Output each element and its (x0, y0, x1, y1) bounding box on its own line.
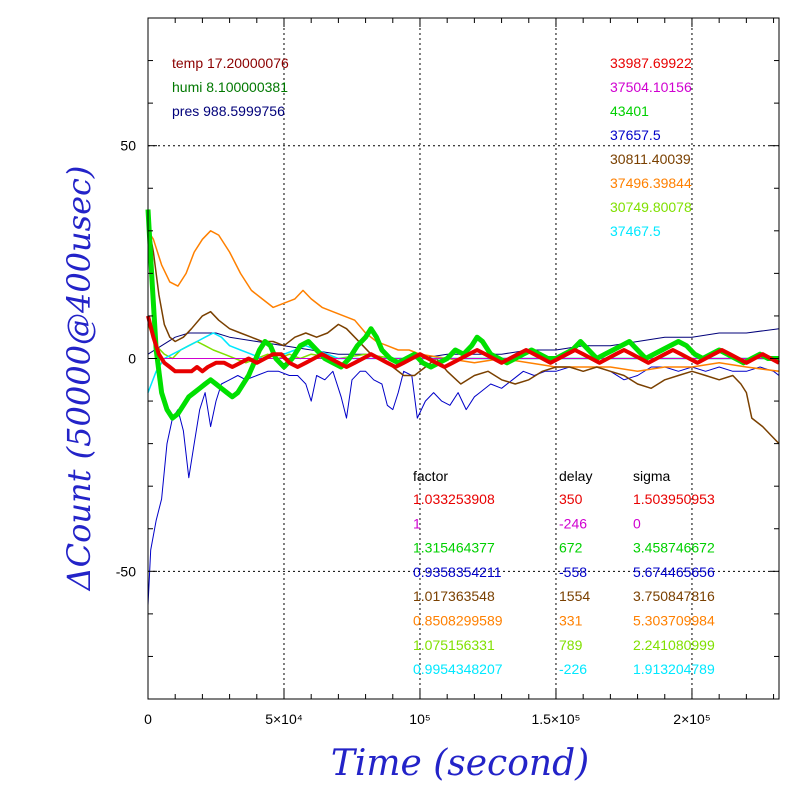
axis-ticks (147, 17, 779, 700)
x-tick-label: 1.5×10⁵ (531, 711, 580, 727)
table-cell: 0.9954348207 (413, 661, 503, 677)
x-tick-label: 0 (144, 711, 152, 727)
table-cell: 3.750847816 (633, 588, 715, 604)
env-reading: pres 988.5999756 (172, 103, 285, 119)
series-value: 37504.10156 (610, 79, 692, 95)
x-tick-label: 5×10⁴ (265, 711, 303, 727)
table-cell: -226 (559, 661, 587, 677)
series-line (145, 209, 779, 421)
y-tick-label: 50 (120, 138, 136, 154)
table-cell: 1.075156331 (413, 637, 495, 653)
series-line (146, 315, 780, 374)
env-reading: humi 8.100000381 (172, 79, 288, 95)
table-cell: 2.241080999 (633, 637, 715, 653)
table-cell: 3.458746672 (633, 540, 715, 556)
series-line (147, 366, 780, 606)
table-cell: 331 (559, 613, 583, 629)
table-header: factor (413, 468, 448, 484)
series-value: 37496.39844 (610, 175, 692, 191)
table-cell: 1.503950953 (633, 491, 715, 507)
table-cell: 1554 (559, 588, 590, 604)
y-axis-title: ΔCount (50000@400usec) (60, 166, 98, 593)
series-value: 43401 (610, 103, 649, 119)
x-tick-label: 10⁵ (409, 711, 430, 727)
table-cell: 1.033253908 (413, 491, 495, 507)
table-cell: 0.9358354211 (413, 564, 502, 580)
table-cell: 1.913204789 (633, 661, 715, 677)
table-cell: 350 (559, 491, 583, 507)
series-line (147, 222, 780, 445)
series-line (147, 230, 780, 373)
series-value: 37467.5 (610, 223, 661, 239)
x-tick-label: 2×10⁵ (673, 711, 710, 727)
table-header: sigma (633, 468, 671, 484)
series-value: 33987.69922 (610, 55, 692, 71)
x-axis-title: Time (second) (331, 743, 589, 784)
y-tick-label: 0 (128, 351, 136, 367)
table-cell: 0.8508299589 (413, 613, 503, 629)
table-cell: -246 (559, 515, 587, 531)
table-cell: 1 (413, 515, 421, 531)
env-reading: temp 17.20000076 (172, 55, 289, 71)
series-value: 37657.5 (610, 127, 661, 143)
series-value: 30749.80078 (610, 199, 692, 215)
table-cell: 5.303709984 (633, 613, 715, 629)
table-cell: 1.315464377 (413, 540, 495, 556)
table-header: delay (559, 468, 592, 484)
series-lines (145, 209, 780, 606)
annotations: 0 5×10⁴ 10⁵ 1.5×10⁵ 2×10⁵ -50 0 50 temp 17.20000… (116, 55, 715, 727)
table-cell: 672 (559, 540, 583, 556)
table-cell: 0 (633, 515, 641, 531)
table-cell: 1.017363548 (413, 588, 495, 604)
series-value: 30811.40039 (610, 151, 691, 167)
table-cell: -558 (559, 564, 587, 580)
table-cell: 5.674465656 (633, 564, 715, 580)
y-tick-label: -50 (116, 563, 136, 579)
table-cell: 789 (559, 637, 583, 653)
